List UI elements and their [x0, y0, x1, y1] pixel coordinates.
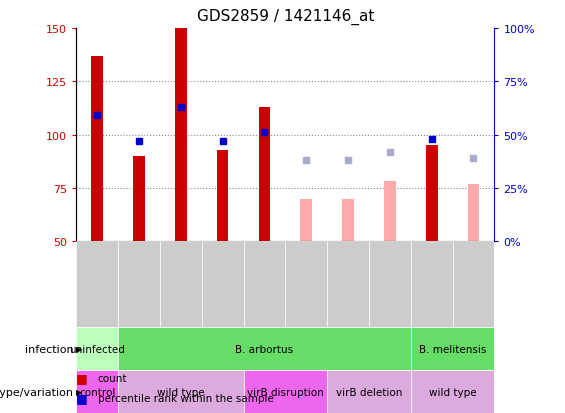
Bar: [453, 242, 494, 327]
Bar: [76, 370, 118, 413]
Text: ■: ■: [76, 391, 88, 404]
Bar: [118, 370, 244, 413]
Bar: [426, 146, 437, 242]
Bar: [468, 184, 479, 242]
Bar: [244, 242, 285, 327]
Text: ■: ■: [76, 371, 88, 385]
Bar: [384, 182, 396, 242]
Text: count: count: [98, 373, 127, 383]
Text: wild type: wild type: [157, 387, 205, 396]
Bar: [342, 199, 354, 242]
Bar: [411, 242, 453, 327]
Bar: [202, 242, 244, 327]
Text: B. melitensis: B. melitensis: [419, 344, 486, 354]
Bar: [327, 370, 411, 413]
Text: control: control: [79, 387, 115, 396]
Text: infection: infection: [25, 344, 73, 354]
Bar: [327, 242, 369, 327]
Text: genotype/variation: genotype/variation: [0, 387, 73, 396]
Bar: [411, 327, 494, 370]
Text: ▶: ▶: [76, 387, 82, 396]
Bar: [175, 29, 186, 242]
Bar: [133, 157, 145, 242]
Text: wild type: wild type: [429, 387, 476, 396]
Text: ■: ■: [76, 411, 88, 413]
Bar: [92, 57, 103, 242]
Title: GDS2859 / 1421146_at: GDS2859 / 1421146_at: [197, 9, 374, 25]
Text: virB disruption: virB disruption: [247, 387, 324, 396]
Bar: [411, 370, 494, 413]
Text: percentile rank within the sample: percentile rank within the sample: [98, 393, 273, 403]
Bar: [244, 370, 327, 413]
Text: uninfected: uninfected: [69, 344, 125, 354]
Bar: [369, 242, 411, 327]
Bar: [160, 242, 202, 327]
Bar: [301, 199, 312, 242]
Text: B. arbortus: B. arbortus: [236, 344, 293, 354]
Bar: [76, 327, 118, 370]
Bar: [217, 150, 228, 242]
Bar: [118, 327, 411, 370]
Bar: [76, 242, 118, 327]
Text: ▶: ▶: [76, 344, 82, 353]
Bar: [285, 242, 327, 327]
Bar: [118, 242, 160, 327]
Bar: [259, 108, 270, 242]
Text: virB deletion: virB deletion: [336, 387, 402, 396]
